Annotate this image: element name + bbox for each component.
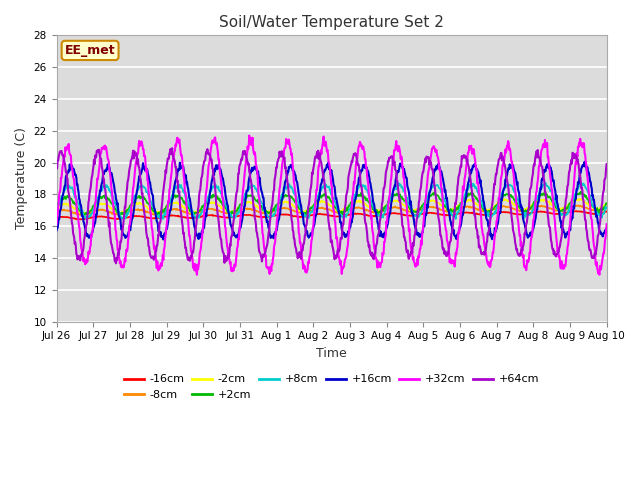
-2cm (118, 211, 125, 217)
+8cm (52, 208, 60, 214)
+2cm (52, 206, 60, 212)
+64cm (603, 161, 611, 167)
Line: -16cm: -16cm (56, 211, 607, 219)
+16cm (276, 212, 284, 217)
+64cm (483, 240, 490, 246)
-16cm (603, 209, 611, 215)
Line: +2cm: +2cm (56, 192, 607, 215)
+16cm (431, 168, 438, 173)
+8cm (296, 202, 303, 208)
+32cm (109, 199, 116, 205)
+64cm (276, 152, 284, 157)
Line: +8cm: +8cm (56, 182, 607, 219)
Line: +64cm: +64cm (56, 148, 607, 264)
+8cm (603, 205, 611, 211)
+2cm (492, 203, 500, 209)
Title: Soil/Water Temperature Set 2: Soil/Water Temperature Set 2 (219, 15, 444, 30)
-2cm (109, 207, 116, 213)
-2cm (603, 201, 611, 206)
-16cm (77, 216, 84, 222)
+64cm (168, 145, 176, 151)
Line: +32cm: +32cm (56, 135, 607, 275)
-8cm (52, 209, 60, 215)
-16cm (492, 210, 500, 216)
+8cm (431, 183, 438, 189)
-8cm (603, 204, 611, 210)
+8cm (83, 216, 90, 222)
+32cm (603, 221, 611, 227)
+2cm (80, 212, 88, 218)
+2cm (577, 189, 584, 194)
-8cm (79, 213, 86, 218)
+32cm (493, 218, 500, 224)
+64cm (109, 247, 116, 253)
-2cm (52, 205, 60, 211)
+2cm (431, 192, 438, 197)
-16cm (573, 208, 580, 214)
-2cm (492, 202, 500, 208)
+8cm (482, 209, 490, 215)
Line: -2cm: -2cm (56, 199, 607, 214)
-8cm (482, 209, 490, 215)
Line: -8cm: -8cm (56, 205, 607, 216)
+32cm (193, 272, 201, 277)
-16cm (431, 211, 438, 216)
+2cm (296, 206, 303, 212)
Line: +16cm: +16cm (56, 162, 607, 240)
-8cm (492, 205, 500, 211)
Y-axis label: Temperature (C): Temperature (C) (15, 128, 28, 229)
-16cm (482, 212, 490, 217)
+2cm (603, 201, 611, 206)
+64cm (112, 261, 120, 266)
-8cm (575, 203, 582, 208)
+32cm (52, 222, 60, 228)
-8cm (431, 204, 438, 210)
X-axis label: Time: Time (316, 347, 347, 360)
-16cm (109, 216, 117, 221)
Text: EE_met: EE_met (65, 44, 115, 57)
+64cm (52, 164, 60, 170)
+2cm (276, 201, 284, 206)
+32cm (245, 132, 253, 138)
+2cm (482, 208, 490, 214)
-16cm (52, 215, 60, 220)
+16cm (482, 214, 490, 220)
+16cm (109, 176, 116, 182)
+64cm (296, 254, 304, 260)
+16cm (580, 159, 588, 165)
-2cm (431, 199, 438, 205)
-16cm (276, 212, 284, 217)
+16cm (52, 228, 60, 233)
-8cm (109, 211, 117, 216)
+16cm (159, 237, 167, 242)
+32cm (431, 149, 439, 155)
+2cm (109, 202, 117, 208)
+16cm (296, 194, 303, 200)
+64cm (493, 171, 500, 177)
+32cm (483, 256, 490, 262)
+32cm (296, 240, 304, 246)
-2cm (296, 207, 303, 213)
+8cm (276, 197, 284, 203)
+64cm (431, 190, 439, 196)
-8cm (296, 209, 303, 215)
-2cm (482, 206, 490, 212)
Legend: -16cm, -8cm, -2cm, +2cm, +8cm, +16cm, +32cm, +64cm: -16cm, -8cm, -2cm, +2cm, +8cm, +16cm, +3… (119, 370, 544, 405)
-16cm (296, 214, 303, 220)
-2cm (576, 196, 584, 202)
+8cm (109, 195, 117, 201)
+8cm (541, 180, 548, 185)
+8cm (492, 209, 500, 215)
+16cm (603, 226, 611, 232)
+16cm (492, 227, 500, 232)
-2cm (276, 201, 284, 206)
+32cm (276, 183, 284, 189)
-8cm (276, 206, 284, 212)
